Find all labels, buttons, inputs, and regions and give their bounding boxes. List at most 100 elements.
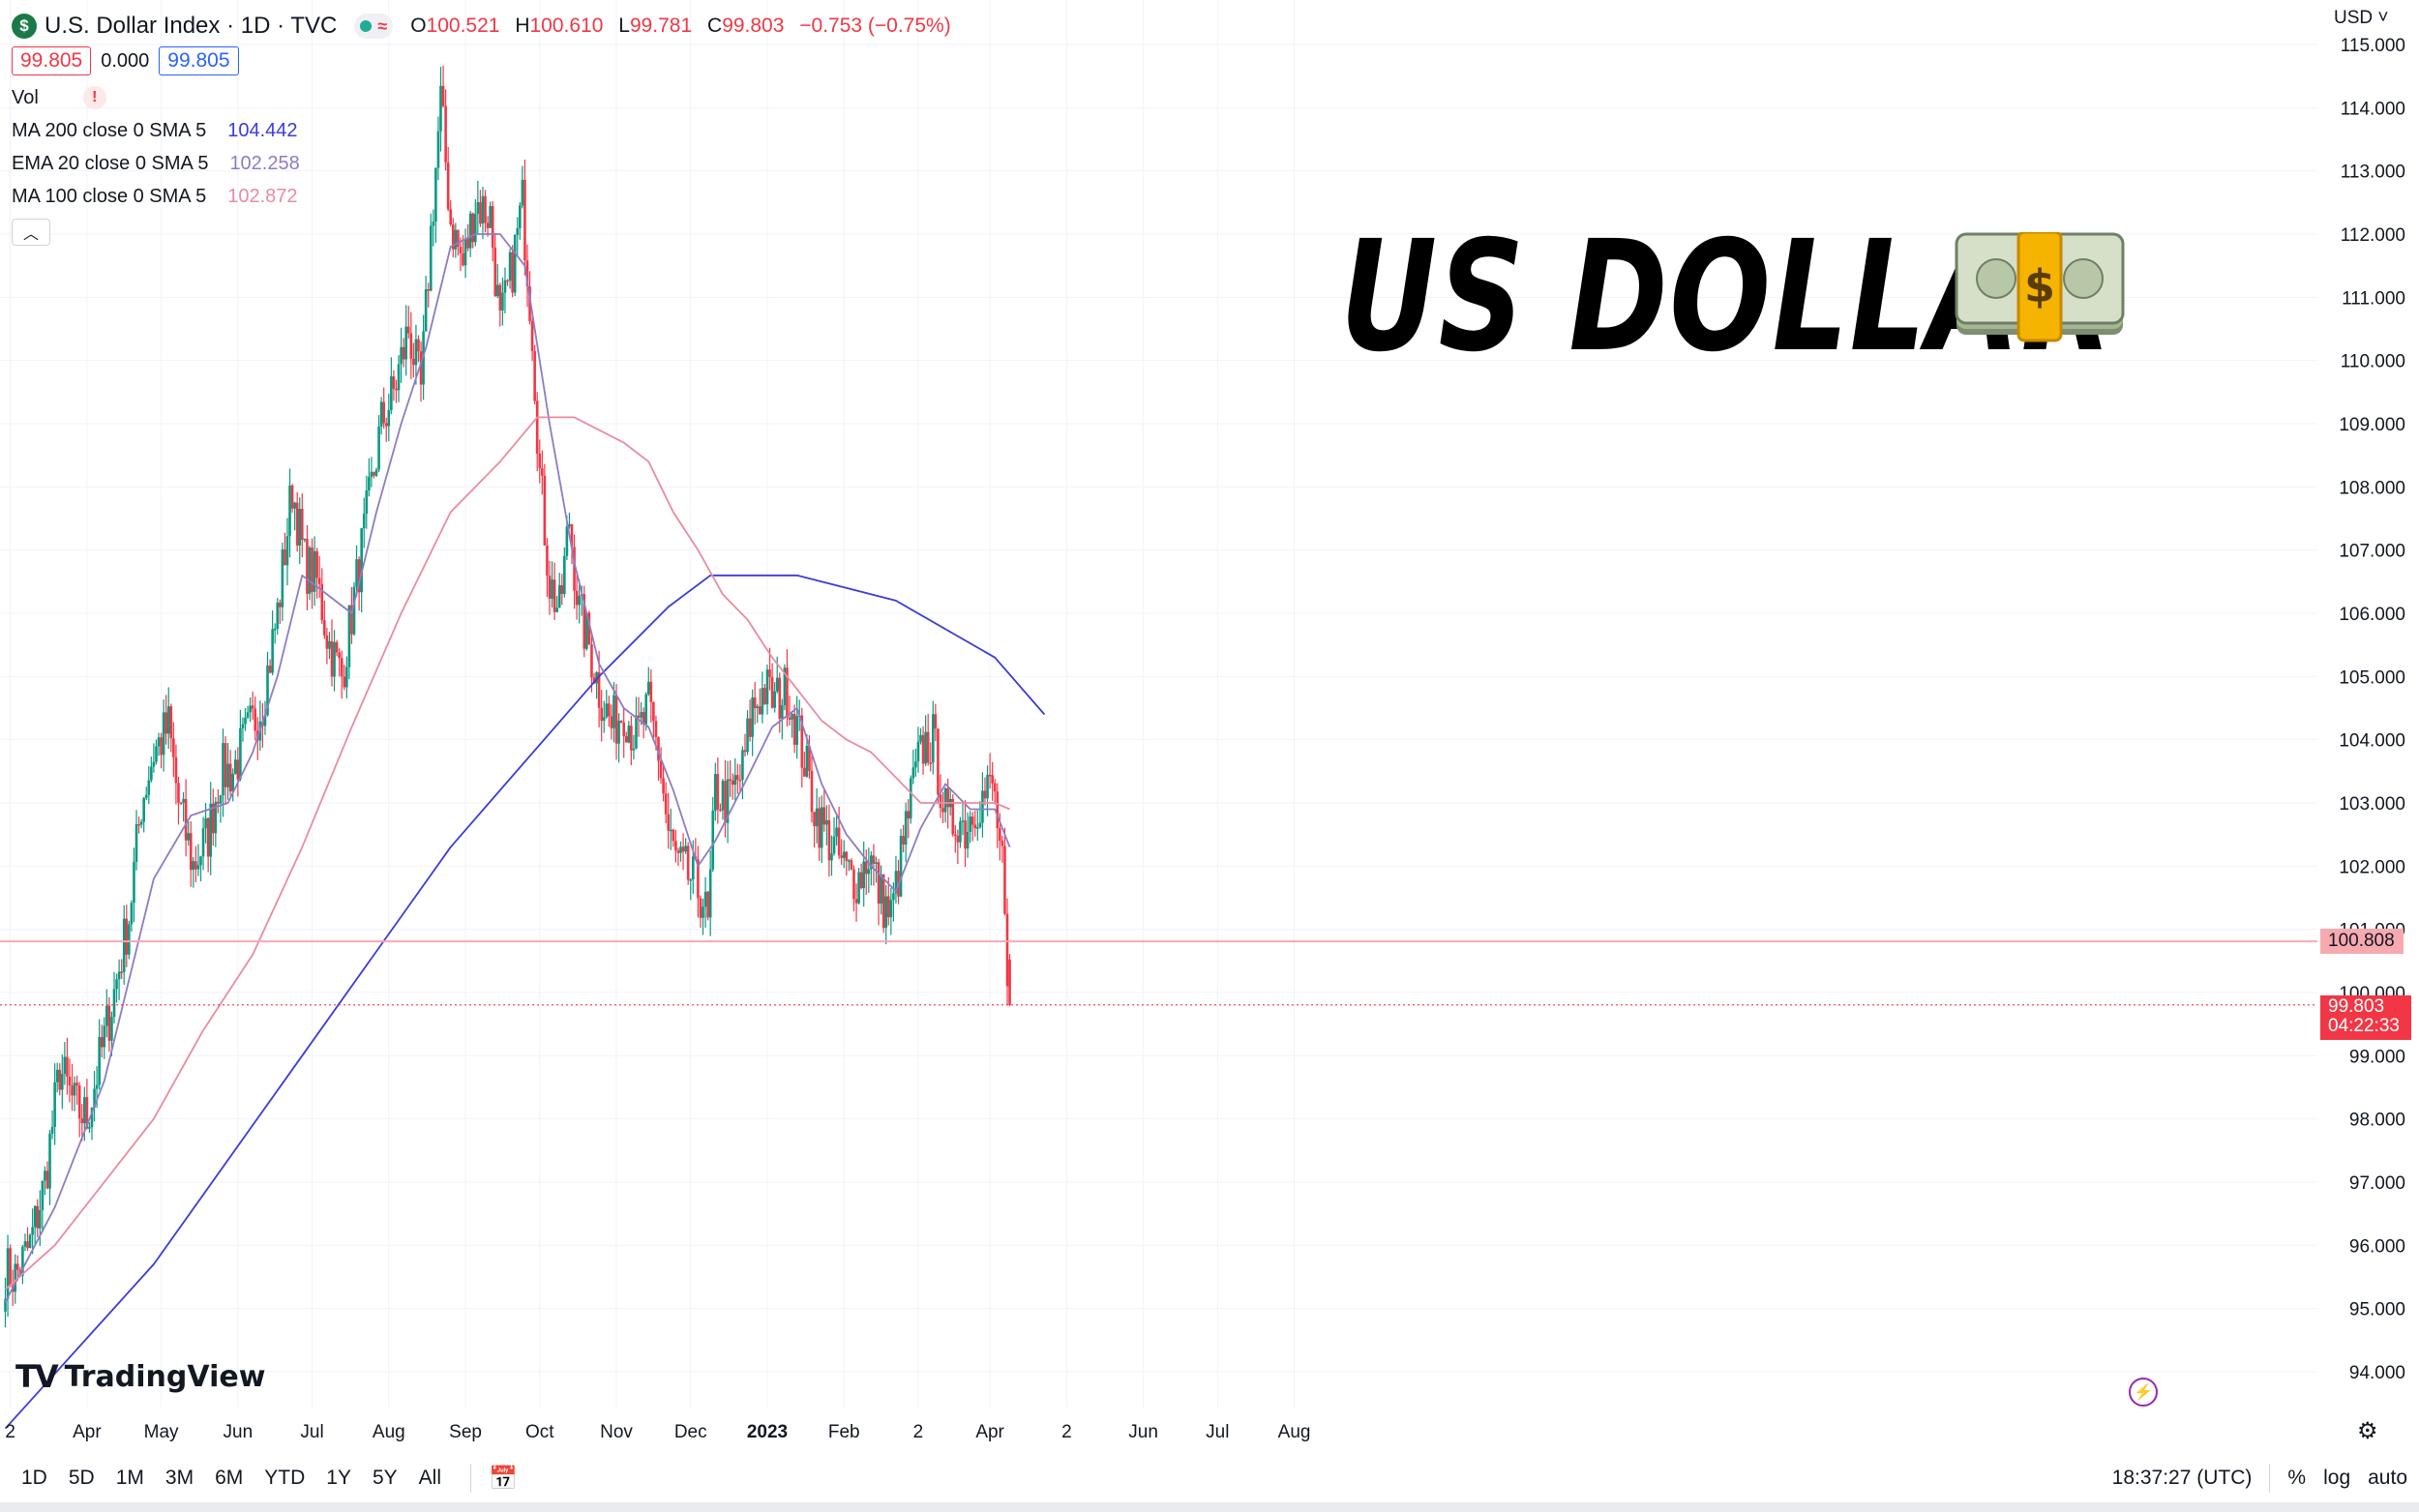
candle-body [773, 691, 776, 708]
candle-body [330, 640, 334, 677]
gear-icon[interactable]: ⚙ [2357, 1418, 2378, 1444]
candle-body [439, 85, 442, 132]
symbol-title[interactable]: U.S. Dollar Index · 1D · TVC [45, 13, 338, 39]
timeframe-all-button[interactable]: All [418, 1467, 441, 1489]
candle-body [1008, 959, 1011, 1005]
candle-body [77, 1085, 81, 1119]
utc-clock[interactable]: 18:37:27 (UTC) [2111, 1467, 2253, 1489]
candle-body [637, 715, 641, 718]
candle-body [837, 827, 841, 856]
candle-body [937, 728, 940, 795]
indicator-row-ema20[interactable]: EMA 20 close 0 SMA 5 102.258 [12, 147, 961, 180]
candle-body [157, 737, 161, 747]
candle-body [266, 666, 269, 716]
timeframe-3m-button[interactable]: 3M [164, 1467, 194, 1489]
indicator-label: MA 200 close 0 SMA 5 [12, 119, 207, 141]
candle-body [702, 906, 704, 918]
bottom-toolbar: 1D 5D 1M 3M 6M YTD 1Y 5Y All 📅 18:37:27 … [0, 1456, 2419, 1500]
open-label: O [410, 15, 427, 37]
candle-body [419, 351, 423, 385]
candle-body [241, 724, 245, 728]
candle-body [58, 1069, 62, 1090]
timeframe-5y-button[interactable]: 5Y [372, 1467, 398, 1489]
candle-body [196, 865, 200, 870]
price-tick-label: 106.000 [2339, 605, 2405, 625]
moving-average-series [4, 233, 1046, 1430]
candle-body [103, 1025, 106, 1048]
candle-body [679, 846, 682, 853]
timeframe-1m-button[interactable]: 1M [115, 1467, 144, 1489]
candle-body [471, 213, 475, 243]
candle-body [125, 918, 129, 955]
price-tick-label: 108.000 [2339, 478, 2405, 498]
candle-body [610, 716, 613, 728]
candle-body [551, 579, 553, 599]
candle-body [729, 779, 732, 782]
candle-body [644, 694, 648, 725]
candle-body [845, 851, 849, 861]
candle-body [827, 819, 831, 861]
percent-scale-toggle[interactable]: % [2287, 1467, 2307, 1489]
currency-selector[interactable]: USD ˅ [2334, 8, 2389, 29]
candle-body [867, 869, 871, 875]
sell-price-button[interactable]: 99.805 [12, 46, 92, 75]
candle-body [164, 712, 167, 734]
candle-body [468, 213, 472, 249]
price-tick-label: 98.000 [2349, 1111, 2405, 1131]
candle-body [409, 333, 413, 359]
candle-body [323, 620, 326, 636]
time-tick-label: 2 [5, 1422, 15, 1442]
candle-body [840, 855, 843, 858]
lightning-icon[interactable]: ⚡ [2129, 1378, 2158, 1407]
candle-body [117, 971, 121, 980]
candle-body [672, 829, 675, 842]
candle-body [387, 409, 391, 427]
candle-body [516, 228, 520, 235]
candle-body [795, 716, 798, 745]
indicator-row-ma100[interactable]: MA 100 close 0 SMA 5 102.872 [12, 180, 961, 213]
timeframe-ytd-button[interactable]: YTD [264, 1467, 306, 1489]
candle-body [808, 745, 811, 771]
candle-body [503, 280, 507, 293]
indicator-row-ma200[interactable]: MA 200 close 0 SMA 5 104.442 [12, 114, 961, 147]
market-status-pill[interactable]: ≈ [354, 14, 394, 39]
collapse-legend-button[interactable]: ︿ [12, 219, 50, 246]
price-tick-label: 103.000 [2339, 794, 2405, 815]
tradingview-logo[interactable]: TV TradingView [15, 1358, 265, 1395]
candle-body [716, 774, 720, 810]
time-tick-label: 2 [1061, 1422, 1072, 1442]
auto-scale-toggle[interactable]: auto [2368, 1467, 2407, 1489]
timeframe-1y-button[interactable]: 1Y [326, 1467, 351, 1489]
candle-body [805, 745, 809, 777]
last-price-tag: 99.803 04:22:33 [2320, 994, 2411, 1040]
candle-body [491, 206, 494, 248]
candle-body [552, 579, 556, 612]
candle-body [424, 289, 428, 332]
price-chart[interactable]: 94.000 95.000 96.000 97.000 98.000 99.000 100.… [0, 0, 2419, 1451]
go-to-date-calendar-icon[interactable]: 📅 [489, 1465, 518, 1492]
candle-body [932, 714, 935, 763]
candle-body [830, 853, 833, 861]
price-axis[interactable]: 94.00095.00096.00097.00098.00099.000100.… [2339, 36, 2405, 1383]
candle-body [6, 1248, 10, 1299]
timeframe-6m-button[interactable]: 6M [215, 1467, 244, 1489]
candle-body [1003, 845, 1006, 914]
log-scale-toggle[interactable]: log [2323, 1467, 2351, 1489]
buy-price-button[interactable]: 99.805 [159, 46, 239, 75]
candle-body [194, 861, 197, 870]
price-tick-label: 112.000 [2341, 225, 2405, 246]
candle-body [68, 1076, 72, 1086]
warning-icon[interactable]: ! [82, 86, 106, 109]
candle-body [857, 872, 860, 904]
candle-body [162, 712, 165, 756]
candle-body [619, 720, 623, 723]
indicator-value: 102.258 [229, 152, 300, 174]
timeframe-1d-button[interactable]: 1D [21, 1467, 47, 1489]
timeframe-5d-button[interactable]: 5D [68, 1467, 95, 1489]
candle-body [964, 820, 967, 849]
vol-indicator-row[interactable]: Vol ! [12, 81, 961, 114]
price-tick-label: 111.000 [2342, 288, 2405, 309]
time-axis[interactable]: 2 Apr May Jun Jul Aug Sep Oct Nov Dec 2023 Feb 2 Apr 2… [5, 1422, 1310, 1442]
candle-body [886, 896, 890, 918]
candle-body [605, 703, 609, 718]
